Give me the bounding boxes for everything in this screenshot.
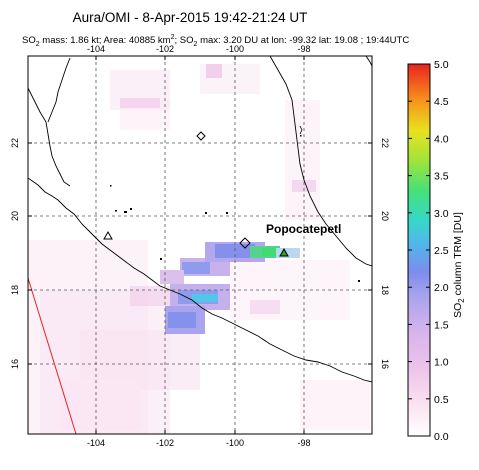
volcano-markers [103,131,289,257]
lon-label-bottom: -102 [156,438,174,448]
colorbar-tick-label: 0.5 [434,394,449,406]
volcano-label: Popocatepetl [266,222,341,236]
colorbar-title-sub: 2 [457,298,466,303]
lat-label-left: 18 [10,285,20,295]
colorbar-tick-label: 3.5 [434,171,449,183]
coastline [28,56,372,383]
colorbar-tick-label: 5.0 [434,59,449,71]
so2-max-prefix: ; SO [174,35,194,47]
colorbar-tick-label: 2.5 [434,245,449,257]
colorbar-tick-label: 1.0 [434,357,449,369]
max-so2-diamond-icon [239,237,251,249]
lat-label-left: 16 [10,359,20,369]
lon-label-top: -100 [226,44,244,54]
colorbar-tick-label: 4.5 [434,96,449,108]
map-frame [27,55,373,435]
so2-light-pixels [120,64,316,314]
islands [110,135,360,282]
colorbar-title-suffix: column TRM [DU] [452,212,464,298]
lat-label-right: 22 [380,138,390,148]
colorbar-title: SO2 column TRM [DU] [452,212,466,318]
map-grid [28,56,372,434]
lon-label-top: -102 [156,44,174,54]
map-title: Aura/OMI - 8-Apr-2015 19:42-21:24 UT [72,10,308,25]
lon-label-bottom: -98 [297,438,310,448]
popocatepetl-triangle-icon [279,247,289,257]
so2-max-text: max: 3.20 DU at lon: -99.32 lat: 19.08 ;… [197,35,410,47]
lat-label-right: 16 [380,359,390,369]
so2-field [28,64,370,434]
lon-label-top: -104 [87,44,105,54]
lat-label-left: 20 [10,211,20,221]
colorbar-ticks [408,63,430,437]
colorbar-tick-label: 2.0 [434,282,449,294]
lon-label-bottom: -104 [87,438,105,448]
lat-label-right: 18 [380,285,390,295]
so2-mass-sub: 2 [35,41,40,49]
map-ticks [28,56,372,434]
area-unit-sup: 2 [170,34,175,41]
so2-mass-prefix: SO [22,35,36,47]
mass-area-text: mass: 1.86 kt; Area: 40885 km [39,35,171,47]
lon-label-top: -98 [297,44,310,54]
so2-max-sub: 2 [193,41,198,49]
swath-edge-line [27,277,77,435]
colorbar-tick-label: 4.0 [434,133,449,145]
colorbar-tick-label: 0.0 [434,431,449,443]
so2-plume [160,242,300,334]
colorbar-tick-label: 1.5 [434,319,449,331]
colorbar-tick-label: 3.0 [434,208,449,220]
lat-label-right: 20 [380,211,390,221]
lat-label-left: 22 [10,138,20,148]
volcano-triangle-icon [103,230,113,240]
lon-label-bottom: -100 [226,438,244,448]
map-subtitle: SO2 mass: 1.86 kt; Area: 40885 km2; SO2 … [22,34,442,48]
volcano-diamond-icon [196,131,206,141]
colorbar-title-prefix: SO [452,303,464,318]
